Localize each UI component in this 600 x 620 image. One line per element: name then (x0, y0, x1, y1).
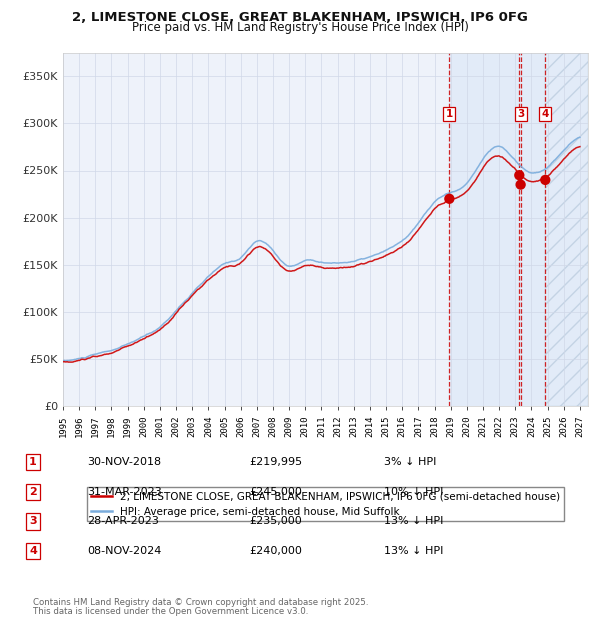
Text: 1: 1 (446, 109, 453, 119)
Point (516, 180, 526, 190)
HPI: Average price, semi-detached house, Mid Suffolk: (2e+03, 4.83e+04): Average price, semi-detached house, Mid … (59, 357, 67, 365)
Text: 28-APR-2023: 28-APR-2023 (87, 516, 159, 526)
Text: 13% ↓ HPI: 13% ↓ HPI (384, 546, 443, 556)
Text: 4: 4 (542, 109, 549, 119)
Text: £245,000: £245,000 (249, 487, 302, 497)
2, LIMESTONE CLOSE, GREAT BLAKENHAM, IPSWICH, IP6 0FG (semi-detached house) (368, 258, 376, 265)
Text: 4: 4 (29, 546, 37, 556)
Text: 10% ↓ HPI: 10% ↓ HPI (384, 487, 443, 497)
Text: 31-MAR-2023: 31-MAR-2023 (87, 487, 162, 497)
HPI: Average price, semi-detached house, Mid Suffolk: (2.01e+03, 1.55e+05): Average price, semi-detached house, Mid … (309, 257, 316, 264)
HPI: Average price, semi-detached house, Mid Suffolk: (2.01e+03, 1.59e+05): Average price, semi-detached house, Mid … (368, 252, 376, 260)
Text: Price paid vs. HM Land Registry's House Price Index (HPI): Price paid vs. HM Land Registry's House … (131, 21, 469, 34)
2, LIMESTONE CLOSE, GREAT BLAKENHAM, IPSWICH, IP6 0FG (semi-detached house) (565, 150, 572, 157)
Point (514, 170, 524, 180)
Text: 3: 3 (29, 516, 37, 526)
2, LIMESTONE CLOSE, GREAT BLAKENHAM, IPSWICH, IP6 0FG (semi-detached house) (67, 358, 74, 366)
Text: Contains HM Land Registry data © Crown copyright and database right 2025.: Contains HM Land Registry data © Crown c… (33, 598, 368, 607)
Point (541, 175, 550, 185)
2, LIMESTONE CLOSE, GREAT BLAKENHAM, IPSWICH, IP6 0FG (semi-detached house) (306, 262, 313, 269)
HPI: Average price, semi-detached house, Mid Suffolk: (2.01e+03, 1.52e+05): Average price, semi-detached house, Mid … (340, 259, 347, 267)
Line: HPI: Average price, semi-detached house, Mid Suffolk: HPI: Average price, semi-detached house,… (63, 137, 580, 361)
Text: 08-NOV-2024: 08-NOV-2024 (87, 546, 161, 556)
Point (445, 194, 454, 204)
Text: 3: 3 (517, 109, 524, 119)
2, LIMESTONE CLOSE, GREAT BLAKENHAM, IPSWICH, IP6 0FG (semi-detached house) (484, 157, 491, 165)
Bar (545, 53, 588, 406)
Text: 30-NOV-2018: 30-NOV-2018 (87, 457, 161, 467)
HPI: Average price, semi-detached house, Mid Suffolk: (2.02e+03, 2.69e+05): Average price, semi-detached house, Mid … (484, 149, 491, 156)
Text: £219,995: £219,995 (249, 457, 302, 467)
Text: £235,000: £235,000 (249, 516, 302, 526)
HPI: Average price, semi-detached house, Mid Suffolk: (2.03e+03, 2.85e+05): Average price, semi-detached house, Mid … (577, 133, 584, 141)
Text: This data is licensed under the Open Government Licence v3.0.: This data is licensed under the Open Gov… (33, 608, 308, 616)
Line: 2, LIMESTONE CLOSE, GREAT BLAKENHAM, IPSWICH, IP6 0FG (semi-detached house): 2, LIMESTONE CLOSE, GREAT BLAKENHAM, IPS… (63, 147, 580, 362)
Legend: 2, LIMESTONE CLOSE, GREAT BLAKENHAM, IPSWICH, IP6 0FG (semi-detached house), HPI: 2, LIMESTONE CLOSE, GREAT BLAKENHAM, IPS… (86, 487, 565, 521)
HPI: Average price, semi-detached house, Mid Suffolk: (2.01e+03, 1.55e+05): Average price, semi-detached house, Mid … (306, 256, 313, 264)
HPI: Average price, semi-detached house, Mid Suffolk: (2e+03, 4.81e+04): Average price, semi-detached house, Mid … (61, 357, 68, 365)
2, LIMESTONE CLOSE, GREAT BLAKENHAM, IPSWICH, IP6 0FG (semi-detached house) (577, 143, 584, 151)
Text: 2, LIMESTONE CLOSE, GREAT BLAKENHAM, IPSWICH, IP6 0FG: 2, LIMESTONE CLOSE, GREAT BLAKENHAM, IPS… (72, 11, 528, 24)
2, LIMESTONE CLOSE, GREAT BLAKENHAM, IPSWICH, IP6 0FG (semi-detached house) (59, 358, 67, 366)
Text: £240,000: £240,000 (249, 546, 302, 556)
Text: 1: 1 (29, 457, 37, 467)
2, LIMESTONE CLOSE, GREAT BLAKENHAM, IPSWICH, IP6 0FG (semi-detached house) (309, 262, 316, 269)
Bar (449, 53, 588, 406)
Text: 13% ↓ HPI: 13% ↓ HPI (384, 516, 443, 526)
2, LIMESTONE CLOSE, GREAT BLAKENHAM, IPSWICH, IP6 0FG (semi-detached house) (340, 264, 347, 271)
Text: 3% ↓ HPI: 3% ↓ HPI (384, 457, 436, 467)
HPI: Average price, semi-detached house, Mid Suffolk: (2.03e+03, 2.77e+05): Average price, semi-detached house, Mid … (565, 141, 572, 149)
Text: 2: 2 (29, 487, 37, 497)
